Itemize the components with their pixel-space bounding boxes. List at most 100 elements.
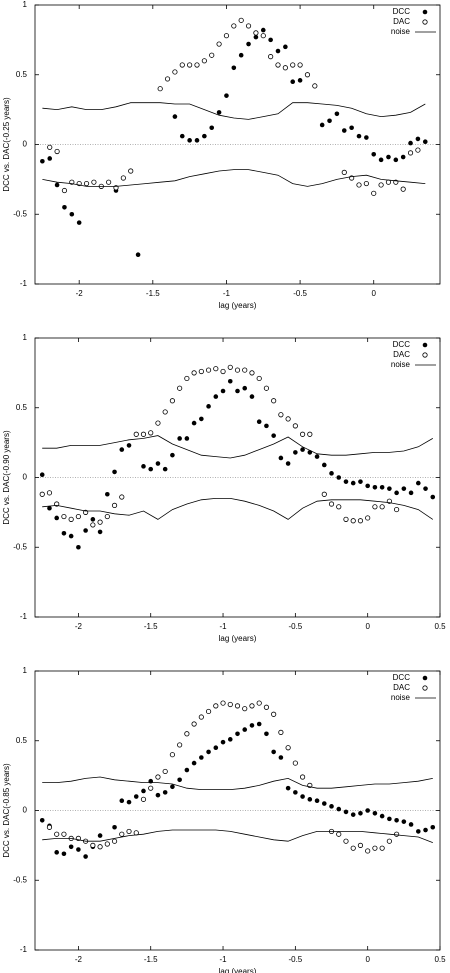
point: [184, 375, 190, 382]
y-tick-label: 0.5: [16, 403, 28, 412]
point: [304, 72, 311, 78]
y-tick-label: 0: [23, 140, 28, 149]
point: [328, 501, 335, 507]
point: [119, 494, 125, 500]
point: [234, 367, 241, 373]
point: [307, 797, 313, 802]
point: [285, 745, 291, 751]
point: [336, 831, 342, 837]
x-tick-label: 0: [365, 622, 370, 631]
point: [112, 469, 117, 475]
point: [187, 138, 192, 143]
point: [231, 23, 237, 29]
point: [297, 62, 303, 68]
point: [242, 367, 248, 373]
point: [358, 479, 363, 484]
point: [394, 506, 400, 513]
legend-marker: [422, 342, 428, 348]
point: [39, 472, 45, 478]
point: [238, 52, 244, 58]
legend-label: DCC: [393, 7, 411, 16]
y-tick-label: -1: [20, 612, 28, 621]
point: [54, 182, 60, 188]
point: [282, 65, 288, 71]
point: [172, 69, 178, 75]
point: [76, 847, 81, 852]
point: [297, 78, 303, 83]
point: [205, 708, 212, 715]
point: [430, 494, 436, 500]
point: [312, 83, 318, 89]
point: [157, 86, 163, 92]
point: [372, 484, 378, 490]
point: [416, 480, 421, 486]
point: [357, 518, 364, 524]
point: [271, 711, 277, 717]
point: [407, 150, 414, 156]
noise-line: [42, 169, 426, 187]
point: [83, 854, 88, 859]
point: [343, 809, 349, 815]
legend-label: DAC: [393, 683, 410, 692]
legend-marker: [422, 19, 428, 25]
point: [202, 133, 207, 139]
legend-label: noise: [391, 693, 411, 702]
point: [299, 774, 306, 780]
point: [227, 737, 233, 742]
point: [341, 128, 347, 133]
y-tick-label: -0.5: [13, 542, 27, 551]
point: [68, 516, 74, 522]
point: [120, 175, 126, 181]
point: [111, 838, 118, 844]
point: [191, 420, 197, 426]
x-tick-label: -2: [75, 955, 83, 964]
point: [336, 475, 342, 480]
point: [350, 812, 356, 817]
point: [148, 466, 154, 472]
point: [179, 133, 185, 139]
point: [371, 151, 377, 157]
point: [365, 515, 371, 521]
point: [379, 484, 385, 490]
point: [76, 544, 81, 550]
point: [387, 816, 392, 822]
point: [126, 828, 132, 835]
y-tick-label: 1: [23, 333, 28, 342]
point: [191, 760, 197, 766]
point: [242, 727, 248, 732]
point: [416, 829, 421, 834]
point: [245, 23, 252, 29]
point: [314, 798, 320, 804]
point: [213, 703, 219, 709]
point: [104, 513, 110, 520]
x-tick-label: -0.5: [288, 622, 302, 631]
point: [253, 34, 259, 40]
point: [300, 447, 305, 452]
point: [343, 516, 349, 522]
point: [220, 368, 226, 375]
point: [177, 742, 183, 748]
x-tick-label: 0.5: [434, 622, 446, 631]
point: [187, 62, 193, 68]
point: [104, 841, 110, 847]
point: [290, 79, 296, 85]
point: [75, 513, 81, 520]
point: [61, 531, 67, 536]
point: [430, 824, 436, 830]
point: [164, 76, 171, 82]
point: [260, 33, 266, 39]
point: [364, 135, 369, 140]
point: [321, 462, 327, 468]
x-tick-label: -1: [219, 622, 227, 631]
point: [46, 824, 53, 830]
point: [220, 700, 226, 706]
point: [47, 505, 52, 511]
point: [358, 810, 363, 816]
point: [61, 831, 67, 837]
point: [372, 845, 378, 851]
point: [401, 486, 407, 491]
point: [231, 65, 237, 71]
point: [126, 799, 132, 805]
point: [201, 58, 207, 64]
